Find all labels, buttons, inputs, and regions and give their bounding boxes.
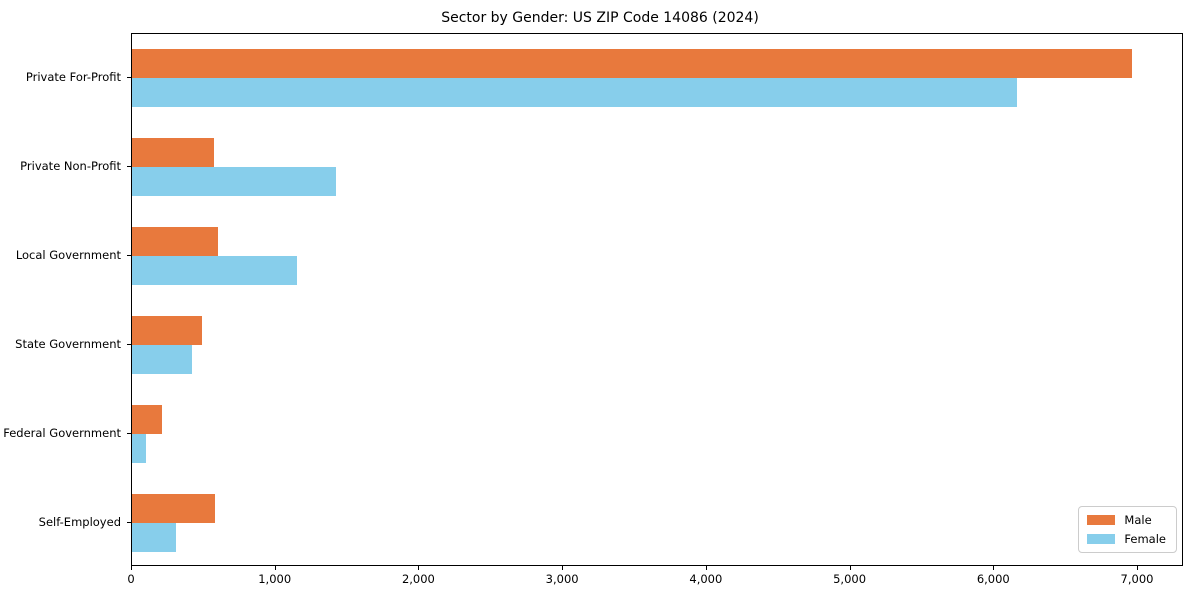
legend: Male Female bbox=[1078, 506, 1177, 553]
bar-male-federal-government bbox=[132, 404, 163, 434]
bar-male-state-government bbox=[132, 315, 203, 345]
bar-male-private-non-profit bbox=[132, 138, 214, 168]
x-tick-label-6-000: 6,000 bbox=[976, 572, 1010, 586]
bar-male-self-employed bbox=[132, 493, 216, 523]
legend-entry-female: Female bbox=[1087, 533, 1166, 545]
bar-groups bbox=[132, 34, 1182, 567]
bar-group-self-employed bbox=[132, 478, 1182, 567]
x-tick-label-0: 0 bbox=[127, 572, 135, 586]
x-tick-mark bbox=[705, 566, 707, 570]
x-tick-label-1-000: 1,000 bbox=[258, 572, 292, 586]
x-tick-label-2-000: 2,000 bbox=[401, 572, 435, 586]
bar-group-federal-government bbox=[132, 389, 1182, 478]
bar-male-private-for-profit bbox=[132, 49, 1132, 79]
x-tick-mark bbox=[993, 566, 995, 570]
bar-group-private-for-profit bbox=[132, 34, 1182, 123]
y-tick-label-local-government: Local Government bbox=[15, 248, 121, 263]
legend-label-male: Male bbox=[1124, 513, 1152, 527]
bar-female-federal-government bbox=[132, 433, 147, 463]
bar-group-private-non-profit bbox=[132, 123, 1182, 212]
bar-female-self-employed bbox=[132, 522, 177, 552]
y-tick-mark bbox=[127, 166, 131, 168]
bar-group-state-government bbox=[132, 300, 1182, 389]
bar-group-local-government bbox=[132, 212, 1182, 301]
legend-label-female: Female bbox=[1124, 532, 1166, 546]
y-tick-mark bbox=[127, 343, 131, 345]
y-tick-mark bbox=[127, 521, 131, 523]
chart-title: Sector by Gender: US ZIP Code 14086 (202… bbox=[441, 10, 759, 26]
x-tick-mark bbox=[131, 566, 132, 570]
y-tick-label-state-government: State Government bbox=[15, 336, 121, 351]
y-tick-mark bbox=[127, 432, 131, 434]
x-tick-label-4-000: 4,000 bbox=[689, 572, 723, 586]
y-tick-label-federal-government: Federal Government bbox=[3, 425, 121, 440]
x-tick-mark bbox=[274, 566, 276, 570]
y-tick-mark bbox=[127, 77, 131, 79]
y-tick-label-private-for-profit: Private For-Profit bbox=[25, 70, 121, 85]
y-tick-label-private-non-profit: Private Non-Profit bbox=[20, 159, 121, 174]
bar-male-local-government bbox=[132, 227, 219, 257]
legend-swatch-female bbox=[1087, 534, 1116, 544]
y-tick-label-self-employed: Self-Employed bbox=[38, 514, 121, 529]
x-tick-mark bbox=[1137, 566, 1138, 570]
x-tick-mark bbox=[562, 566, 564, 570]
bar-female-private-for-profit bbox=[132, 78, 1018, 108]
legend-swatch-male bbox=[1087, 515, 1116, 525]
plot-area: Male Female bbox=[131, 33, 1183, 566]
x-tick-label-3-000: 3,000 bbox=[545, 572, 579, 586]
x-tick-label-5-000: 5,000 bbox=[833, 572, 867, 586]
x-tick-mark bbox=[849, 566, 851, 570]
x-tick-mark bbox=[418, 566, 420, 570]
bar-female-state-government bbox=[132, 344, 193, 374]
x-tick-label-7-000: 7,000 bbox=[1120, 572, 1154, 586]
y-tick-mark bbox=[127, 255, 131, 257]
legend-entry-male: Male bbox=[1087, 514, 1166, 526]
bar-female-private-non-profit bbox=[132, 167, 336, 197]
bar-female-local-government bbox=[132, 256, 297, 286]
